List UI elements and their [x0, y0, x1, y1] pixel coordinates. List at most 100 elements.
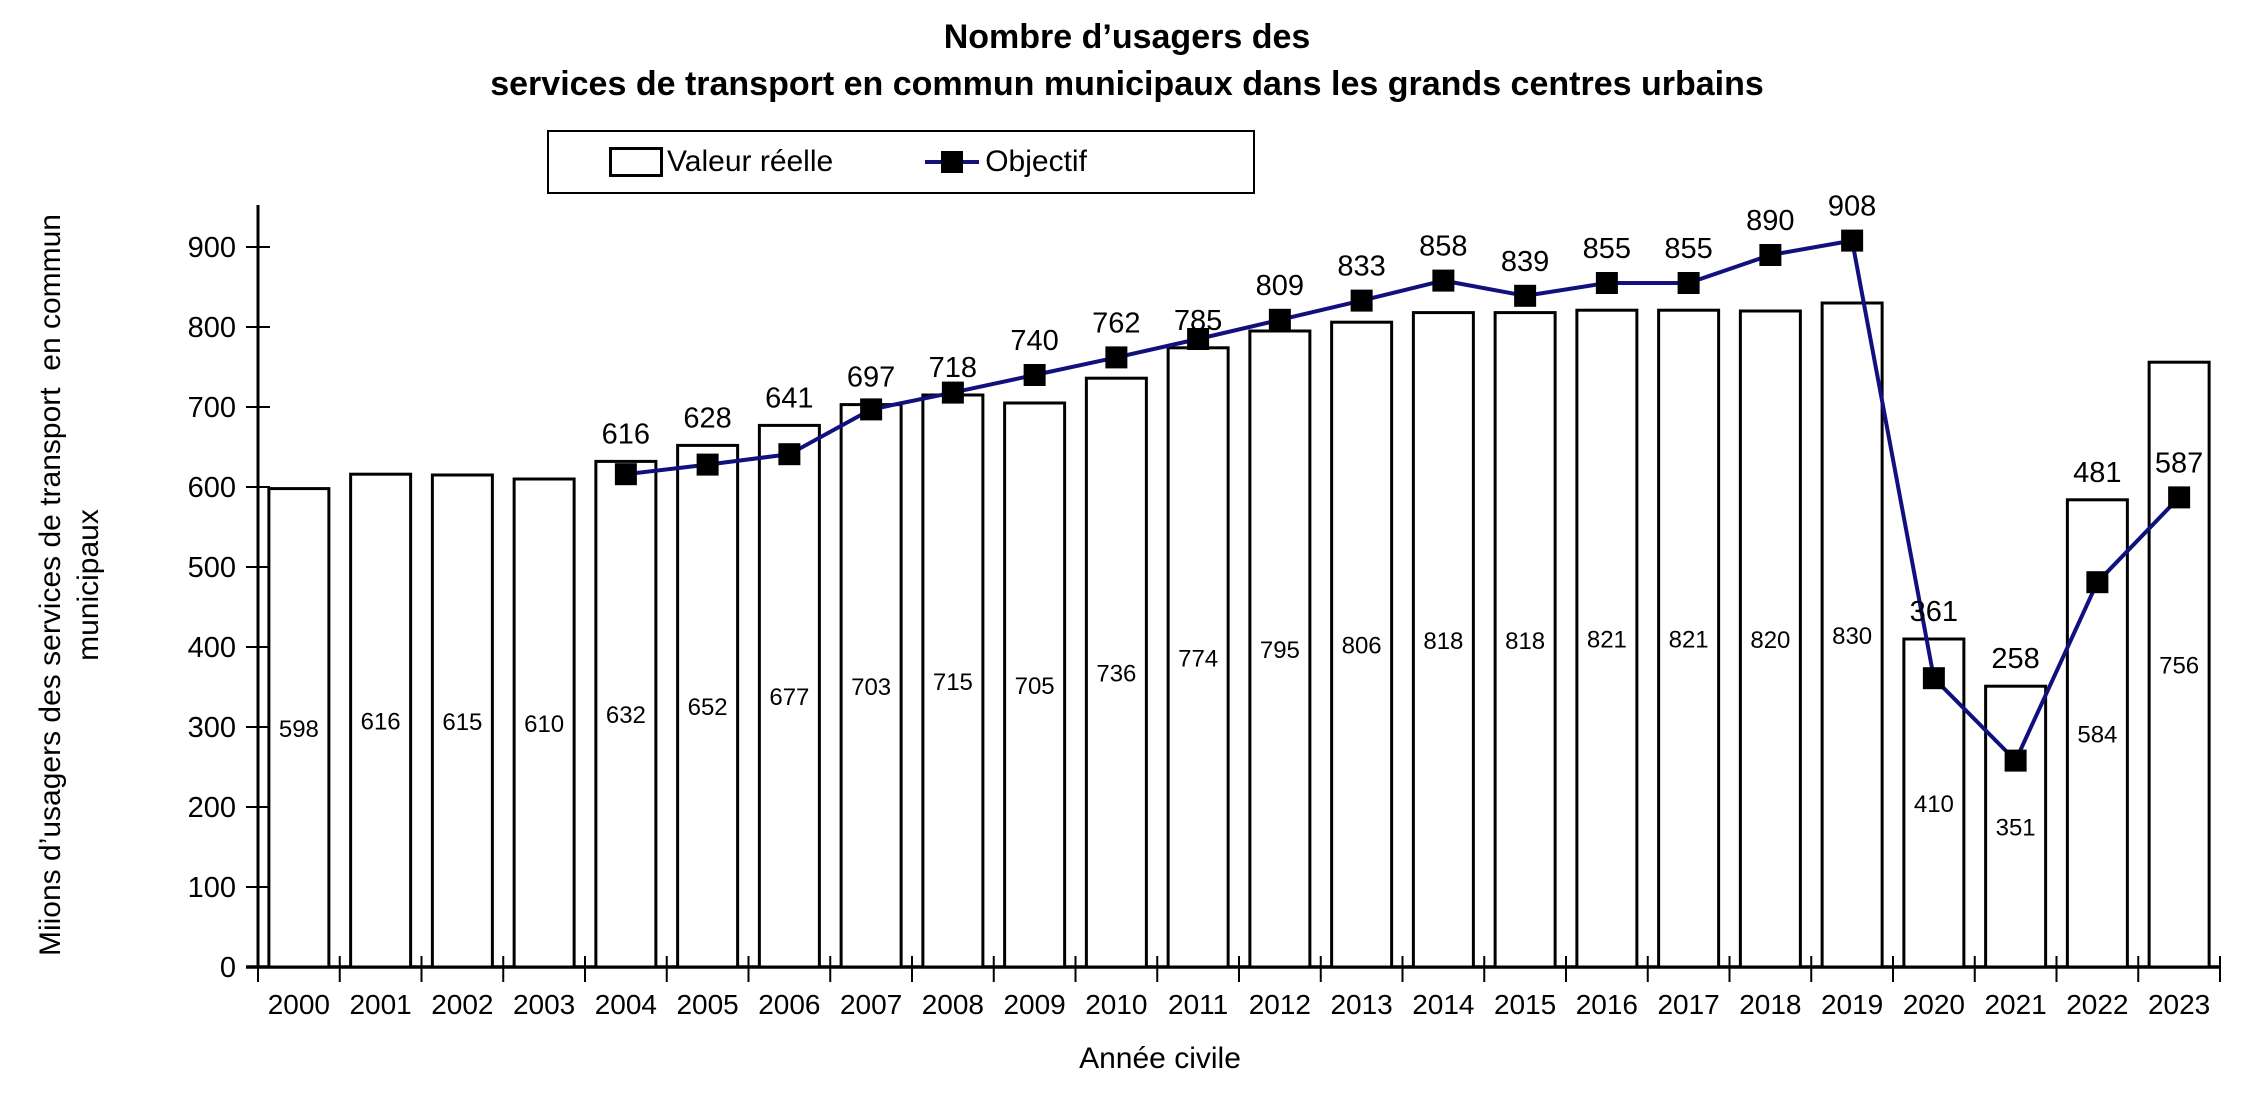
objectif-marker-2004: [614, 463, 637, 486]
bar-2017: [1657, 308, 1721, 969]
year-label-2023: 2023: [2148, 989, 2210, 1020]
objectif-label-2019: 908: [1828, 191, 1876, 223]
objectif-marker-2016: [1595, 272, 1618, 294]
year-label-2013: 2013: [1330, 989, 1392, 1020]
year-label-2015: 2015: [1494, 989, 1556, 1020]
objectif-marker-2021: [2004, 749, 2027, 772]
bar-value-label-2013: 806: [1342, 633, 1382, 660]
objectif-label-2008: 718: [929, 352, 977, 384]
year-label-2006: 2006: [758, 989, 820, 1020]
year-label-2005: 2005: [676, 989, 738, 1020]
bar-2009: [1003, 401, 1067, 969]
bar-value-label-2017: 821: [1669, 627, 1709, 654]
objectif-label-2015: 839: [1501, 246, 1549, 278]
bar-value-label-2012: 795: [1260, 637, 1300, 664]
bar-2019: [1820, 301, 1884, 969]
objectif-marker-2014: [1432, 269, 1455, 292]
objectif-label-2013: 833: [1337, 251, 1385, 283]
chart-title-line2: services de transport en commun municipa…: [490, 65, 1764, 103]
year-label-2000: 2000: [268, 989, 330, 1020]
bar-value-label-2002: 615: [442, 709, 482, 736]
chart-title: Nombre d’usagers des services de transpo…: [0, 14, 2254, 108]
objectif-label-2006: 641: [765, 382, 813, 414]
objectif-marker-2017: [1677, 272, 1700, 294]
year-label-2020: 2020: [1903, 989, 1965, 1020]
bar-value-label-2018: 820: [1750, 627, 1790, 654]
year-label-2009: 2009: [1003, 989, 1065, 1020]
year-label-2022: 2022: [2066, 989, 2128, 1020]
year-label-2016: 2016: [1576, 989, 1638, 1020]
bar-2023: [2147, 360, 2211, 969]
legend-line-swatch: [925, 150, 980, 174]
objectif-marker-2012: [1268, 308, 1291, 331]
year-label-2012: 2012: [1249, 989, 1311, 1020]
objectif-marker-2013: [1350, 289, 1373, 312]
bar-value-label-2006: 677: [769, 684, 809, 711]
y-tick-label-400: 400: [188, 632, 236, 664]
bar-2021: [1984, 684, 2048, 969]
year-label-2011: 2011: [1168, 989, 1228, 1020]
y-tick-label-300: 300: [188, 712, 236, 744]
bar-value-label-2010: 736: [1096, 661, 1136, 688]
objectif-label-2010: 762: [1092, 307, 1140, 339]
bar-2014: [1411, 311, 1475, 969]
bar-value-label-2023: 756: [2159, 653, 2199, 680]
bar-value-label-2021: 351: [1996, 815, 2036, 842]
bar-value-label-2009: 705: [1015, 673, 1055, 700]
y-axis-title: Miions d’usagers des services de transpo…: [32, 214, 108, 956]
objectif-label-2017: 855: [1664, 233, 1712, 265]
objectif-label-2016: 855: [1583, 233, 1631, 265]
year-label-2007: 2007: [840, 989, 902, 1020]
y-tick-label-700: 700: [188, 392, 236, 424]
year-label-2014: 2014: [1412, 989, 1474, 1020]
objectif-label-2014: 858: [1419, 231, 1467, 263]
bar-2000: [267, 487, 331, 969]
y-tick-label-500: 500: [188, 552, 236, 584]
objectif-marker-2010: [1105, 346, 1128, 369]
bar-2003: [512, 477, 576, 969]
year-label-2004: 2004: [595, 989, 657, 1020]
bar-value-label-2001: 616: [361, 709, 401, 736]
objectif-label-2012: 809: [1256, 270, 1304, 302]
bar-2005: [676, 443, 740, 969]
year-label-2017: 2017: [1657, 989, 1719, 1020]
legend-label-objectif: Objectif: [985, 145, 1087, 178]
legend-line-marker-icon: [941, 151, 964, 173]
y-tick-label-100: 100: [188, 872, 236, 904]
objectif-marker-2020: [1922, 667, 1945, 690]
objectif-label-2022: 481: [2073, 457, 2121, 489]
bar-2006: [757, 423, 821, 969]
bar-2013: [1330, 320, 1394, 969]
legend: Valeur réelle Objectif: [547, 130, 1255, 194]
bar-2015: [1493, 311, 1557, 969]
objectif-label-2020: 361: [1910, 596, 1958, 628]
bar-value-label-2003: 610: [524, 711, 564, 738]
bar-2004: [594, 459, 658, 969]
legend-item-valeur-reelle: Valeur réelle: [609, 145, 833, 179]
bar-value-label-2011: 774: [1178, 645, 1218, 672]
objectif-marker-2005: [696, 453, 719, 476]
bar-value-label-2015: 818: [1505, 628, 1545, 655]
chart-title-line1: Nombre d’usagers des: [943, 18, 1311, 56]
bar-2001: [349, 472, 413, 969]
year-label-2002: 2002: [431, 989, 493, 1020]
objectif-marker-2006: [778, 443, 801, 466]
bar-value-label-2005: 652: [688, 694, 728, 721]
objectif-label-2004: 616: [602, 418, 650, 450]
bar-2018: [1738, 309, 1802, 969]
y-axis-title-line2: municipaux: [72, 509, 105, 661]
bar-2002: [430, 473, 494, 969]
objectif-marker-2019: [1841, 229, 1864, 252]
bar-value-label-2000: 598: [279, 716, 319, 743]
year-label-2008: 2008: [922, 989, 984, 1020]
year-label-2018: 2018: [1739, 989, 1801, 1020]
year-label-2003: 2003: [513, 989, 575, 1020]
legend-item-objectif: Objectif: [925, 145, 1087, 179]
objectif-marker-2022: [2086, 571, 2109, 594]
bar-value-label-2014: 818: [1423, 628, 1463, 655]
x-axis-title: Année civile: [1079, 1042, 1241, 1075]
y-tick-label-600: 600: [188, 472, 236, 504]
objectif-marker-2009: [1023, 364, 1046, 386]
